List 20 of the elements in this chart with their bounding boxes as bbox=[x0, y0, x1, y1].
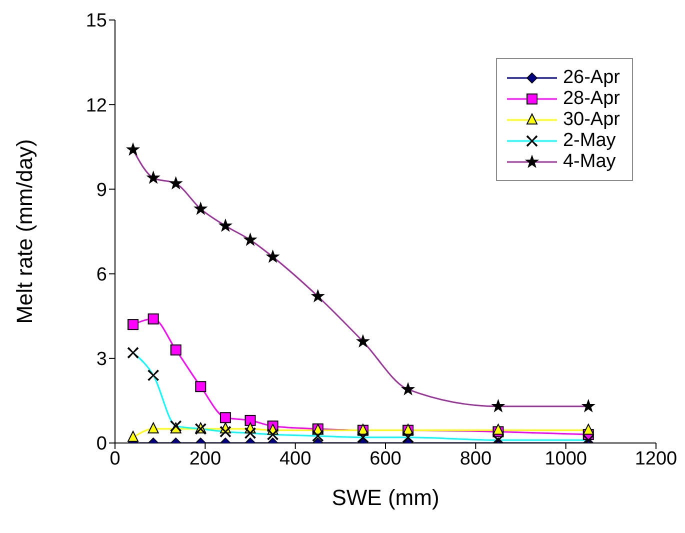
x-tick-label: 1200 bbox=[634, 448, 678, 470]
legend-label: 26-Apr bbox=[562, 66, 620, 88]
y-axis-title: Melt rate (mm/day) bbox=[12, 139, 37, 324]
legend-label: 2-May bbox=[562, 130, 616, 152]
x-axis-title: SWE (mm) bbox=[332, 485, 440, 510]
y-tick-label: 3 bbox=[96, 349, 107, 370]
y-tick-label: 12 bbox=[86, 95, 107, 116]
y-tick-label: 15 bbox=[86, 10, 107, 32]
x-tick-label: 400 bbox=[279, 448, 312, 470]
x-tick-label: 800 bbox=[460, 448, 492, 470]
x-tick-label: 1000 bbox=[544, 448, 587, 470]
x-tick-label: 200 bbox=[189, 448, 222, 470]
legend-label: 28-Apr bbox=[562, 88, 620, 110]
legend-label: 4-May bbox=[562, 150, 616, 172]
y-tick-label: 6 bbox=[96, 264, 107, 286]
x-tick-label: 600 bbox=[370, 448, 402, 470]
y-tick-label: 0 bbox=[96, 434, 107, 455]
y-tick-label: 9 bbox=[96, 180, 107, 201]
legend-label: 30-Apr bbox=[562, 108, 620, 130]
x-tick-label: 0 bbox=[110, 448, 120, 470]
